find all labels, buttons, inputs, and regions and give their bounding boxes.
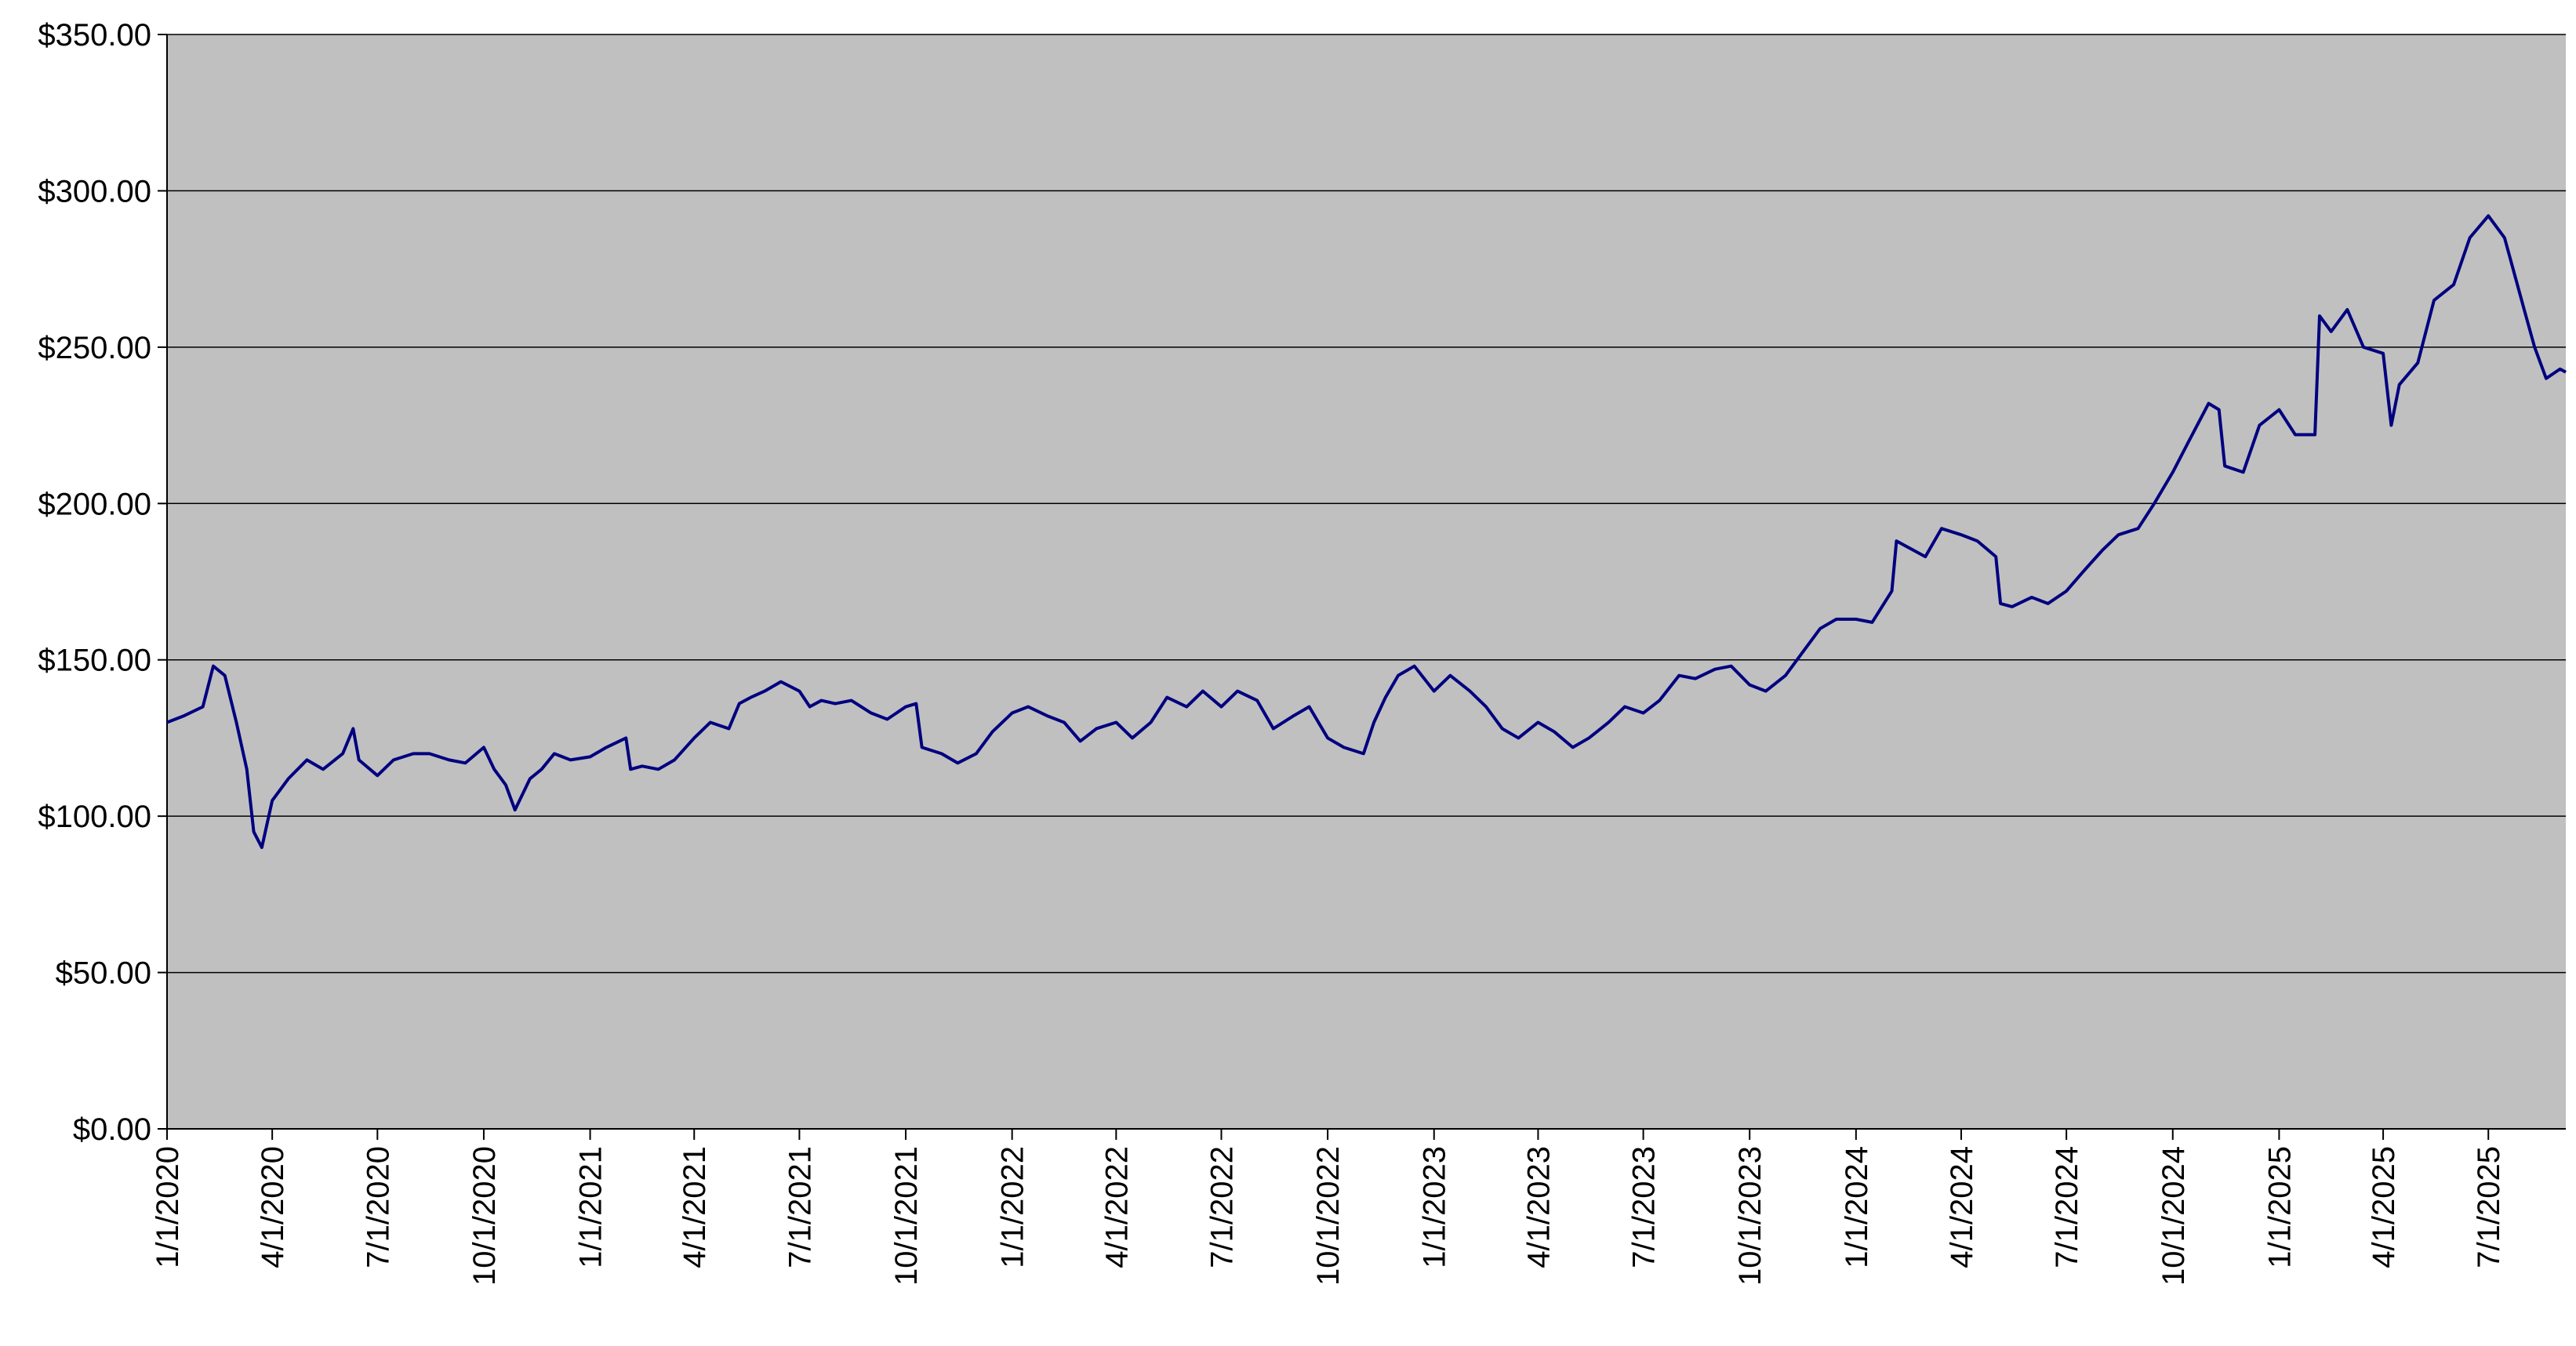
x-tick-label: 7/1/2023	[1627, 1146, 1662, 1268]
x-tick-label: 7/1/2020	[361, 1146, 395, 1268]
plot-area	[167, 34, 2566, 1129]
x-tick-label: 4/1/2024	[1945, 1146, 1979, 1268]
x-tick-label: 4/1/2023	[1521, 1146, 1556, 1268]
x-tick-label: 4/1/2025	[2367, 1146, 2401, 1268]
y-tick-label: $150.00	[38, 644, 151, 678]
x-tick-label: 10/1/2022	[1311, 1146, 1346, 1286]
y-tick-label: $300.00	[38, 174, 151, 209]
y-tick-label: $350.00	[38, 18, 151, 53]
x-tick-label: 1/1/2025	[2262, 1146, 2297, 1268]
y-tick-label: $0.00	[73, 1112, 151, 1147]
x-tick-label: 1/1/2022	[996, 1146, 1030, 1268]
y-tick-label: $100.00	[38, 800, 151, 834]
x-tick-label: 7/1/2025	[2472, 1146, 2506, 1268]
x-tick-label: 10/1/2021	[889, 1146, 924, 1286]
x-tick-label: 10/1/2024	[2156, 1146, 2191, 1286]
x-tick-label: 7/1/2024	[2050, 1146, 2084, 1268]
x-tick-label: 4/1/2022	[1099, 1146, 1134, 1268]
y-tick-label: $50.00	[56, 956, 151, 991]
price-line	[166, 214, 2567, 850]
x-tick-label: 1/1/2024	[1840, 1146, 1874, 1268]
x-tick-label: 4/1/2020	[256, 1146, 290, 1268]
x-tick-label: 10/1/2023	[1733, 1146, 1768, 1286]
x-tick-label: 1/1/2020	[151, 1146, 185, 1268]
x-tick-label: 7/1/2021	[783, 1146, 817, 1268]
x-tick-label: 4/1/2021	[678, 1146, 712, 1268]
x-tick-label: 1/1/2023	[1418, 1146, 1452, 1268]
x-tick-label: 10/1/2020	[467, 1146, 502, 1286]
x-tick-label: 7/1/2022	[1204, 1146, 1239, 1268]
x-tick-label: 1/1/2021	[574, 1146, 609, 1268]
y-tick-label: $200.00	[38, 487, 151, 521]
y-tick-label: $250.00	[38, 331, 151, 365]
